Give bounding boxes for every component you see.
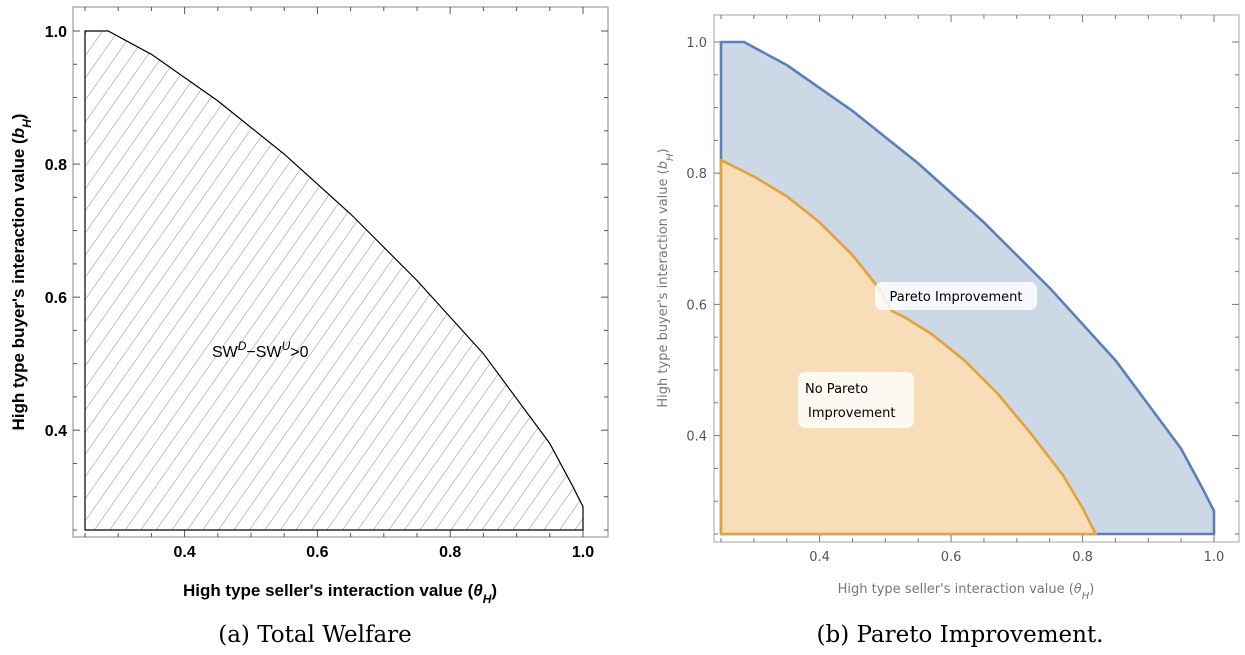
tick-marks [73, 7, 608, 537]
x-tick-label: 1.0 [572, 544, 594, 561]
x-tick-label: 0.8 [439, 544, 461, 561]
region-label-welfare: SWD−SWU>0 [212, 339, 309, 361]
y-tick-labels: 0.4 0.6 0.8 1.0 [45, 24, 67, 440]
panel-total-welfare: 0.4 0.6 0.8 1.0 0.4 0.6 0.8 1.0 SWD−SWU>… [9, 6, 609, 648]
y-tick-label: 0.4 [45, 423, 67, 440]
pareto-label-box: Pareto Improvement [875, 282, 1037, 310]
x-tick-label: 0.6 [941, 550, 962, 565]
caption-b: (b) Pareto Improvement. [817, 622, 1104, 648]
panel-pareto-improvement: 0.4 0.6 0.8 1.0 0.4 0.6 0.8 1.0 Pareto I… [656, 14, 1240, 648]
region-label-pareto: Pareto Improvement [890, 290, 1023, 305]
y-tick-label: 0.8 [45, 157, 67, 174]
y-tick-label: 0.4 [686, 430, 707, 445]
region-label-no-pareto-line2: Improvement [808, 406, 895, 421]
y-axis-label: High type buyer's interaction value (bH) [9, 114, 34, 431]
y-tick-label: 1.0 [45, 24, 67, 41]
caption-a: (a) Total Welfare [218, 622, 412, 648]
label-background [875, 282, 1037, 310]
positive-welfare-region [84, 30, 584, 531]
x-tick-label: 0.4 [809, 550, 830, 565]
x-tick-label: 0.6 [306, 544, 328, 561]
x-tick-label: 0.8 [1072, 550, 1093, 565]
region-label-no-pareto-line1: No Pareto [805, 382, 868, 397]
no-pareto-improvement-region [719, 158, 1097, 536]
x-tick-label: 1.0 [1204, 550, 1225, 565]
x-tick-label: 0.4 [173, 544, 195, 561]
x-tick-labels: 0.4 0.6 0.8 1.0 [809, 550, 1224, 565]
y-tick-label: 0.8 [686, 167, 707, 182]
x-tick-labels: 0.4 0.6 0.8 1.0 [173, 544, 594, 561]
x-axis-label: High type seller's interaction value (θH… [183, 581, 497, 606]
y-tick-label: 0.6 [686, 298, 707, 313]
label-background [798, 372, 914, 428]
y-tick-label: 0.6 [45, 290, 67, 307]
x-axis-label: High type seller's interaction value (θH… [838, 582, 1095, 602]
no-pareto-label-box: No Pareto Improvement [798, 372, 914, 428]
y-tick-label: 1.0 [686, 36, 707, 51]
y-tick-labels: 0.4 0.6 0.8 1.0 [686, 36, 707, 445]
y-axis-label: High type buyer's interaction value (bH) [656, 148, 676, 407]
